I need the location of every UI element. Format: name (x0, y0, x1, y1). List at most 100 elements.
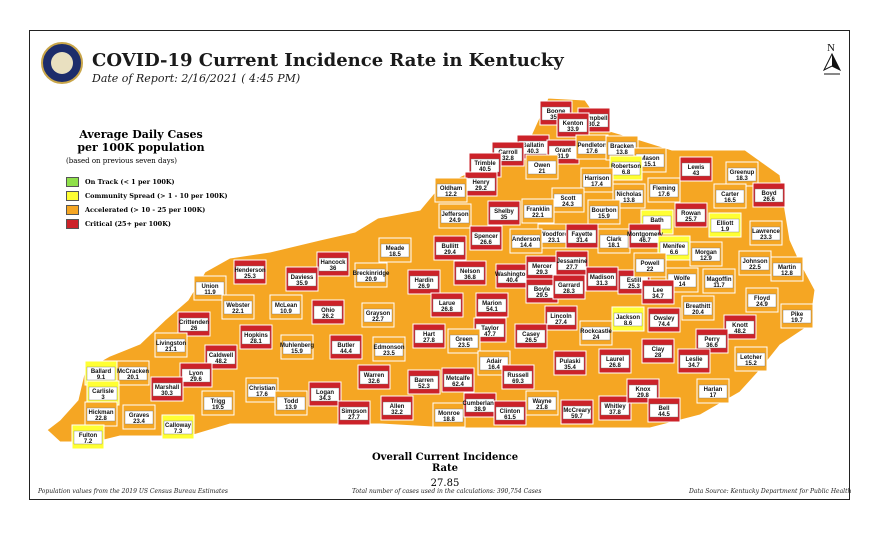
county-label-box (489, 206, 519, 221)
county-label-box (704, 274, 734, 289)
county-value: 17.6 (586, 149, 598, 155)
county-name: Calloway (165, 423, 192, 429)
county-name: Lyon (189, 371, 203, 377)
county-label-box (643, 285, 673, 300)
county-name: Lawrence (752, 229, 780, 235)
county-label-box (363, 308, 393, 323)
county-name: Fayette (571, 232, 593, 238)
county-label-box (649, 183, 679, 198)
county-name: Carlisle (92, 389, 114, 395)
county-value: 15.1 (644, 162, 656, 168)
county-value: 24.9 (449, 218, 461, 224)
county-label-box (380, 243, 410, 258)
county-value: 11.9 (204, 290, 216, 296)
county-label-box (86, 407, 116, 422)
county-name: Boyd (762, 191, 777, 197)
county-value: 59.7 (571, 414, 583, 420)
county-name: Washington (495, 272, 529, 278)
county-name: Boyle (534, 287, 551, 293)
county-label-box (223, 300, 253, 315)
county-value: 35.1 (550, 115, 562, 121)
county-name: Grayson (366, 311, 391, 317)
county-value: 18.8 (443, 417, 455, 423)
legend-item-critical: Critical (25+ per 100K) (66, 217, 228, 231)
county-label-box (318, 257, 348, 272)
county-label-box (751, 226, 781, 241)
county-value: 9.1 (97, 375, 106, 381)
legend-item-community-spread: Community Spread (> 1 - 10 per 100K) (66, 189, 228, 203)
county-label-box (374, 342, 404, 357)
county-label-box (676, 208, 706, 223)
county-name: Knott (732, 323, 748, 329)
county-name: Caldwell (209, 353, 234, 359)
county-label-box (206, 350, 236, 365)
county-value: 22.8 (95, 416, 107, 422)
county-value: 13.8 (623, 198, 635, 204)
county-value: 25.3 (244, 274, 256, 280)
county-label-box (727, 167, 757, 182)
county-value: 23.3 (760, 235, 772, 241)
county-name: Elliott (717, 221, 734, 227)
county-value: 20.1 (127, 375, 139, 381)
county-name: Robertson (611, 164, 641, 170)
county-value: 26.8 (441, 307, 453, 313)
county-name: Rockcastle (580, 329, 612, 335)
county-name: Russell (507, 373, 529, 379)
county-label-box (523, 204, 553, 219)
county-value: 27.7 (348, 415, 360, 421)
county-value: 20.4 (692, 310, 704, 316)
county-value: 21 (539, 169, 546, 175)
county-name: Knox (636, 387, 652, 393)
county-name: Marion (482, 301, 502, 307)
legend-label: Community Spread (> 1 - 10 per 100K) (85, 192, 228, 200)
county-value: 30.2 (588, 122, 600, 128)
county-label-box (511, 234, 541, 249)
county-name: Monroe (438, 411, 460, 417)
county-value: 36 (330, 266, 337, 272)
county-label-box (271, 300, 301, 315)
county-value: 23.4 (133, 419, 145, 425)
county-label-box (599, 234, 629, 249)
county-value: 24.9 (756, 302, 768, 308)
county-value: 34.3 (319, 396, 331, 402)
legend-label: On Track (< 1 per 100K) (85, 178, 175, 186)
county-name: Todd (284, 399, 299, 405)
legend-swatch (66, 177, 79, 187)
county-name: Jessamine (557, 259, 588, 265)
county-name: Harlan (704, 387, 723, 393)
county-label-box (527, 160, 557, 175)
county-label-box (435, 241, 465, 256)
county-name: Bullitt (442, 244, 459, 250)
county-label-box (152, 382, 182, 397)
county-name: Harrison (585, 176, 610, 182)
county-value: 25.3 (628, 284, 640, 290)
county-value: 29.2 (475, 186, 487, 192)
county-name: Pike (791, 312, 804, 318)
